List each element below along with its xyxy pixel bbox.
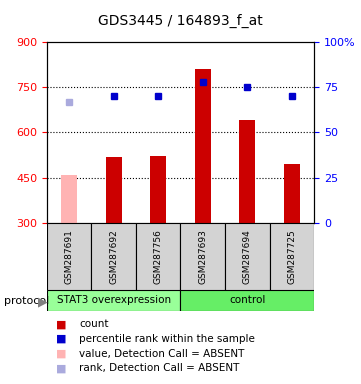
Bar xyxy=(151,156,166,223)
Text: rank, Detection Call = ABSENT: rank, Detection Call = ABSENT xyxy=(79,363,240,373)
FancyBboxPatch shape xyxy=(91,223,136,290)
Text: ▶: ▶ xyxy=(38,295,48,308)
FancyBboxPatch shape xyxy=(136,223,180,290)
Text: GSM287692: GSM287692 xyxy=(109,229,118,284)
FancyBboxPatch shape xyxy=(270,223,314,290)
Text: GSM287725: GSM287725 xyxy=(287,229,296,284)
Text: ■: ■ xyxy=(56,319,67,329)
FancyBboxPatch shape xyxy=(180,290,314,311)
Text: control: control xyxy=(229,295,265,306)
FancyBboxPatch shape xyxy=(47,223,91,290)
Text: ■: ■ xyxy=(56,363,67,373)
Text: value, Detection Call = ABSENT: value, Detection Call = ABSENT xyxy=(79,349,245,359)
Text: GSM287693: GSM287693 xyxy=(198,229,207,284)
FancyBboxPatch shape xyxy=(47,290,180,311)
FancyBboxPatch shape xyxy=(225,223,270,290)
Bar xyxy=(61,175,77,223)
Text: ■: ■ xyxy=(56,334,67,344)
Text: GSM287691: GSM287691 xyxy=(65,229,74,284)
Bar xyxy=(106,157,122,223)
Text: GSM287694: GSM287694 xyxy=(243,229,252,284)
Bar xyxy=(239,121,255,223)
Text: protocol: protocol xyxy=(4,296,49,306)
Bar xyxy=(195,69,210,223)
Bar xyxy=(284,164,300,223)
Text: ■: ■ xyxy=(56,349,67,359)
Text: percentile rank within the sample: percentile rank within the sample xyxy=(79,334,255,344)
Text: STAT3 overexpression: STAT3 overexpression xyxy=(57,295,171,306)
Text: GSM287756: GSM287756 xyxy=(154,229,163,284)
FancyBboxPatch shape xyxy=(180,223,225,290)
Text: GDS3445 / 164893_f_at: GDS3445 / 164893_f_at xyxy=(98,13,263,28)
Text: count: count xyxy=(79,319,109,329)
